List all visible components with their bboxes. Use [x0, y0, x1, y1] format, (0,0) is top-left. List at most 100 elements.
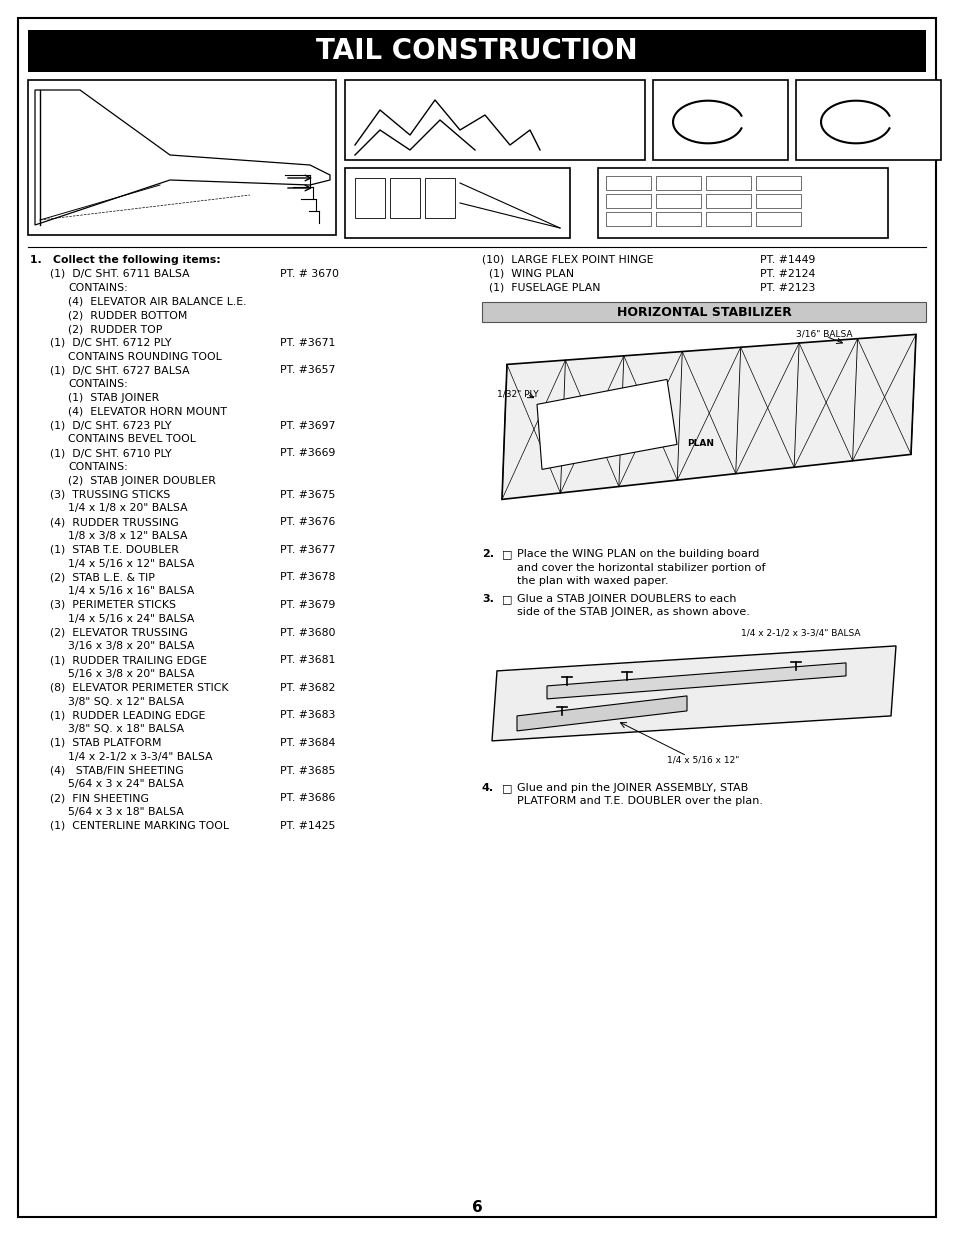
Text: CONTAINS:: CONTAINS: — [68, 283, 128, 293]
Text: (1)  D/C SHT. 6727 BALSA: (1) D/C SHT. 6727 BALSA — [50, 366, 190, 375]
Bar — [355, 178, 385, 219]
Text: 3/16 x 3/8 x 20" BALSA: 3/16 x 3/8 x 20" BALSA — [68, 641, 194, 651]
Text: 2.: 2. — [481, 550, 494, 559]
Bar — [652, 80, 787, 161]
Bar — [390, 178, 419, 219]
Text: (1)  WING PLAN: (1) WING PLAN — [481, 269, 574, 279]
Text: (2)  RUDDER TOP: (2) RUDDER TOP — [68, 324, 162, 333]
Text: PT. #3684: PT. #3684 — [280, 739, 335, 748]
Text: 1/4 x 5/16 x 12" BALSA: 1/4 x 5/16 x 12" BALSA — [68, 558, 194, 568]
Bar — [345, 80, 644, 161]
Text: 1/4 x 5/16 x 16" BALSA: 1/4 x 5/16 x 16" BALSA — [68, 587, 194, 597]
Text: CONTAINS BEVEL TOOL: CONTAINS BEVEL TOOL — [68, 435, 195, 445]
Bar — [28, 30, 925, 72]
Bar — [656, 177, 700, 190]
Bar — [345, 168, 569, 238]
Text: 1/4 x 1/8 x 20" BALSA: 1/4 x 1/8 x 20" BALSA — [68, 504, 188, 514]
Bar — [605, 212, 650, 226]
Text: CONTAINS:: CONTAINS: — [68, 462, 128, 472]
Text: 5/16 x 3/8 x 20" BALSA: 5/16 x 3/8 x 20" BALSA — [68, 669, 194, 679]
Text: PT. #2123: PT. #2123 — [760, 283, 815, 293]
Text: CONTAINS ROUNDING TOOL: CONTAINS ROUNDING TOOL — [68, 352, 221, 362]
Text: PT. #3677: PT. #3677 — [280, 545, 335, 555]
Text: (4)   STAB/FIN SHEETING: (4) STAB/FIN SHEETING — [50, 766, 183, 776]
Text: PT. #3683: PT. #3683 — [280, 710, 335, 720]
Bar — [605, 194, 650, 207]
Text: 3.: 3. — [481, 594, 494, 604]
Text: 4.: 4. — [481, 783, 494, 793]
Text: 1/8 x 3/8 x 12" BALSA: 1/8 x 3/8 x 12" BALSA — [68, 531, 188, 541]
Text: the plan with waxed paper.: the plan with waxed paper. — [517, 577, 668, 587]
Text: CONTAINS:: CONTAINS: — [68, 379, 128, 389]
Text: (2)  RUDDER BOTTOM: (2) RUDDER BOTTOM — [68, 310, 187, 320]
Text: HORIZONTAL STABILIZER: HORIZONTAL STABILIZER — [616, 306, 791, 319]
Text: PT. #3679: PT. #3679 — [280, 600, 335, 610]
Text: PT. #3671: PT. #3671 — [280, 338, 335, 348]
Text: (1)  D/C SHT. 6723 PLY: (1) D/C SHT. 6723 PLY — [50, 421, 172, 431]
Text: PT. #3681: PT. #3681 — [280, 656, 335, 666]
Text: PT. #1425: PT. #1425 — [280, 821, 335, 831]
Text: PLAN: PLAN — [686, 440, 713, 448]
Polygon shape — [517, 695, 686, 731]
Text: (3)  TRUSSING STICKS: (3) TRUSSING STICKS — [50, 489, 170, 500]
Bar — [28, 80, 335, 235]
Text: Glue and pin the JOINER ASSEMBLY, STAB: Glue and pin the JOINER ASSEMBLY, STAB — [517, 783, 747, 793]
Text: (1)  CENTERLINE MARKING TOOL: (1) CENTERLINE MARKING TOOL — [50, 821, 229, 831]
Text: (2)  STAB L.E. & TIP: (2) STAB L.E. & TIP — [50, 572, 154, 583]
Text: PT. #3678: PT. #3678 — [280, 572, 335, 583]
Text: PT. #3676: PT. #3676 — [280, 517, 335, 527]
Bar — [795, 80, 940, 161]
Text: (1)  STAB JOINER: (1) STAB JOINER — [68, 393, 159, 403]
Text: 6: 6 — [471, 1199, 482, 1214]
Text: (10)  LARGE FLEX POINT HINGE: (10) LARGE FLEX POINT HINGE — [481, 254, 653, 266]
Polygon shape — [537, 379, 677, 469]
Bar — [605, 177, 650, 190]
Bar — [755, 212, 801, 226]
Text: 5/64 x 3 x 24" BALSA: 5/64 x 3 x 24" BALSA — [68, 779, 184, 789]
Text: 1/4 x 5/16 x 12": 1/4 x 5/16 x 12" — [666, 756, 739, 764]
Bar — [705, 194, 750, 207]
Text: (1)  D/C SHT. 6712 PLY: (1) D/C SHT. 6712 PLY — [50, 338, 172, 348]
Text: 1.   Collect the following items:: 1. Collect the following items: — [30, 254, 220, 266]
Text: PT. #3675: PT. #3675 — [280, 489, 335, 500]
Text: 3/8" SQ. x 18" BALSA: 3/8" SQ. x 18" BALSA — [68, 724, 184, 734]
Text: PT. #3669: PT. #3669 — [280, 448, 335, 458]
Text: 3/8" SQ. x 12" BALSA: 3/8" SQ. x 12" BALSA — [68, 697, 184, 706]
Text: 1/32" PLY: 1/32" PLY — [497, 389, 538, 399]
Bar — [424, 178, 455, 219]
Text: PT. #3682: PT. #3682 — [280, 683, 335, 693]
Text: and cover the horizontal stabilizer portion of: and cover the horizontal stabilizer port… — [517, 563, 764, 573]
Text: (2)  ELEVATOR TRUSSING: (2) ELEVATOR TRUSSING — [50, 627, 188, 637]
Text: □: □ — [501, 783, 512, 793]
Text: PT. #3697: PT. #3697 — [280, 421, 335, 431]
Text: (1)  RUDDER TRAILING EDGE: (1) RUDDER TRAILING EDGE — [50, 656, 207, 666]
Text: PT. #3657: PT. #3657 — [280, 366, 335, 375]
Text: □: □ — [501, 594, 512, 604]
Text: (3)  PERIMETER STICKS: (3) PERIMETER STICKS — [50, 600, 175, 610]
Polygon shape — [546, 663, 845, 699]
Text: 5/64 x 3 x 18" BALSA: 5/64 x 3 x 18" BALSA — [68, 806, 184, 818]
Text: (1)  D/C SHT. 6710 PLY: (1) D/C SHT. 6710 PLY — [50, 448, 172, 458]
Polygon shape — [501, 335, 915, 499]
Polygon shape — [35, 90, 330, 225]
Polygon shape — [492, 646, 895, 741]
Bar — [705, 177, 750, 190]
Bar — [755, 194, 801, 207]
Text: 1/4 x 5/16 x 24" BALSA: 1/4 x 5/16 x 24" BALSA — [68, 614, 194, 624]
Text: side of the STAB JOINER, as shown above.: side of the STAB JOINER, as shown above. — [517, 608, 749, 618]
Text: (4)  ELEVATOR AIR BALANCE L.E.: (4) ELEVATOR AIR BALANCE L.E. — [68, 296, 246, 306]
Text: (2)  FIN SHEETING: (2) FIN SHEETING — [50, 793, 149, 803]
Text: (4)  ELEVATOR HORN MOUNT: (4) ELEVATOR HORN MOUNT — [68, 406, 227, 416]
Bar — [656, 194, 700, 207]
Text: PT. #2124: PT. #2124 — [760, 269, 815, 279]
Text: Glue a STAB JOINER DOUBLERS to each: Glue a STAB JOINER DOUBLERS to each — [517, 594, 736, 604]
Text: (1)  RUDDER LEADING EDGE: (1) RUDDER LEADING EDGE — [50, 710, 205, 720]
Text: PT. #3680: PT. #3680 — [280, 627, 335, 637]
Text: (1)  STAB T.E. DOUBLER: (1) STAB T.E. DOUBLER — [50, 545, 179, 555]
Bar — [598, 168, 887, 238]
Text: (2)  STAB JOINER DOUBLER: (2) STAB JOINER DOUBLER — [68, 475, 215, 485]
Text: PT. #3685: PT. #3685 — [280, 766, 335, 776]
Text: (1)  FUSELAGE PLAN: (1) FUSELAGE PLAN — [481, 283, 599, 293]
Text: (8)  ELEVATOR PERIMETER STICK: (8) ELEVATOR PERIMETER STICK — [50, 683, 229, 693]
Text: PT. # 3670: PT. # 3670 — [280, 269, 338, 279]
